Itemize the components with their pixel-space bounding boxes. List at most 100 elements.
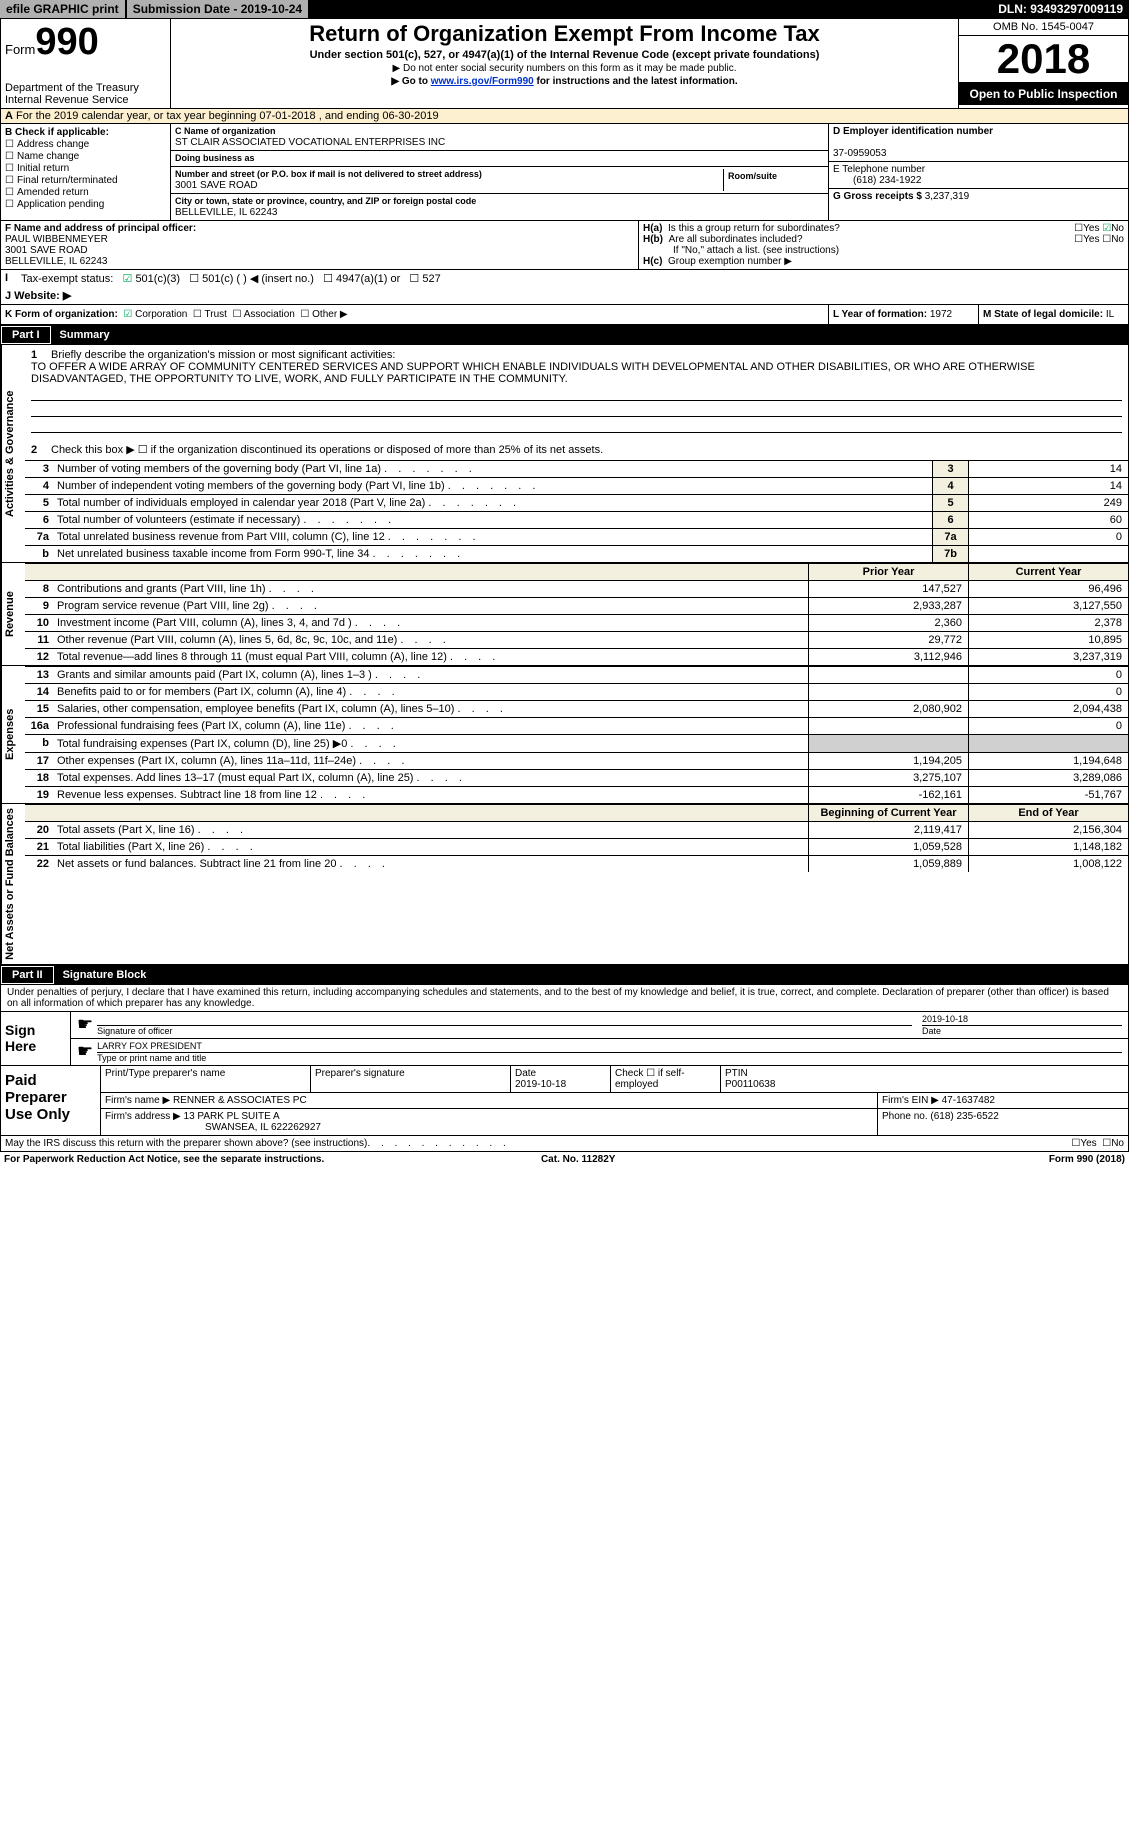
check-address-change[interactable]: Address change	[5, 139, 166, 150]
line-16a: 16aProfessional fundraising fees (Part I…	[25, 717, 1128, 734]
k-trust[interactable]	[193, 309, 202, 320]
line-10: 10Investment income (Part VIII, column (…	[25, 614, 1128, 631]
side-rev: Revenue	[1, 563, 25, 665]
row-fh: F Name and address of principal officer:…	[0, 221, 1129, 270]
ha-yes[interactable]	[1074, 223, 1083, 234]
line-7a: 7aTotal unrelated business revenue from …	[25, 528, 1128, 545]
org-street: 3001 SAVE ROAD	[175, 180, 258, 191]
line-b: bTotal fundraising expenses (Part IX, co…	[25, 734, 1128, 752]
discuss-yes[interactable]	[1071, 1138, 1080, 1149]
check-amended-return[interactable]: Amended return	[5, 187, 166, 198]
ein: 37-0959053	[833, 148, 886, 159]
dept-label: Department of the Treasury Internal Reve…	[5, 82, 166, 106]
firm-ein: 47-1637482	[942, 1095, 995, 1106]
header-right: OMB No. 1545-0047 2018 Open to Public In…	[958, 19, 1128, 108]
row-j: J Website: ▶	[0, 287, 1129, 305]
line-14: 14Benefits paid to or for members (Part …	[25, 683, 1128, 700]
dba-label: Doing business as	[175, 153, 255, 163]
state-domicile: IL	[1106, 309, 1114, 320]
k-corp[interactable]	[123, 309, 132, 320]
line1: 1Briefly describe the organization's mis…	[25, 345, 1128, 439]
rev-header: Prior YearCurrent Year	[25, 563, 1128, 580]
line-12: 12Total revenue—add lines 8 through 11 (…	[25, 648, 1128, 665]
section-h: H(a) Is this a group return for subordin…	[638, 221, 1128, 269]
irs-discuss-row: May the IRS discuss this return with the…	[0, 1136, 1129, 1152]
line-3: 3Number of voting members of the governi…	[25, 460, 1128, 477]
mission-text: TO OFFER A WIDE ARRAY OF COMMUNITY CENTE…	[31, 361, 1035, 385]
year-formation: 1972	[930, 309, 952, 320]
form-header: Form990 Department of the Treasury Inter…	[0, 18, 1129, 109]
line-8: 8Contributions and grants (Part VIII, li…	[25, 580, 1128, 597]
irs-link[interactable]: www.irs.gov/Form990	[431, 76, 534, 87]
section-b: B Check if applicable: Address change Na…	[1, 124, 171, 220]
name-label: Type or print name and title	[97, 1053, 206, 1063]
side-exp: Expenses	[1, 666, 25, 803]
hb-no[interactable]	[1102, 234, 1111, 245]
ha-no[interactable]	[1102, 223, 1111, 234]
part2-header: Part II Signature Block	[0, 965, 1129, 985]
line-20: 20Total assets (Part X, line 16) . . . .…	[25, 821, 1128, 838]
line-18: 18Total expenses. Add lines 13–17 (must …	[25, 769, 1128, 786]
i-501c[interactable]	[189, 273, 199, 285]
i-501c3[interactable]	[123, 273, 133, 285]
officer-name-title: LARRY FOX PRESIDENT	[97, 1041, 202, 1051]
efile-btn[interactable]: efile GRAPHIC print	[0, 0, 125, 18]
hb-yes[interactable]	[1074, 234, 1083, 245]
i-4947[interactable]	[323, 273, 333, 285]
h-note: If "No," attach a list. (see instruction…	[643, 245, 1124, 256]
header-center: Return of Organization Exempt From Incom…	[171, 19, 958, 108]
date-label: Date	[922, 1026, 941, 1036]
side-ag: Activities & Governance	[1, 345, 25, 562]
na-header: Beginning of Current YearEnd of Year	[25, 804, 1128, 821]
part1-ag: Activities & Governance 1Briefly describ…	[0, 345, 1129, 563]
line-13: 13Grants and similar amounts paid (Part …	[25, 666, 1128, 683]
line-5: 5Total number of individuals employed in…	[25, 494, 1128, 511]
part2-num: Part II	[1, 966, 54, 984]
officer-name: PAUL WIBBENMEYER	[5, 234, 108, 245]
phone: (618) 234-1922	[833, 175, 921, 186]
org-city: BELLEVILLE, IL 62243	[175, 207, 278, 218]
line2: 2Check this box ▶ ☐ if the organization …	[25, 439, 1128, 460]
block-bcdefg: B Check if applicable: Address change Na…	[0, 124, 1129, 221]
line-21: 21Total liabilities (Part X, line 26) . …	[25, 838, 1128, 855]
form-word: Form	[5, 42, 35, 57]
firm-phone: (618) 235-6522	[930, 1111, 998, 1122]
line-22: 22Net assets or fund balances. Subtract …	[25, 855, 1128, 872]
part1-title: Summary	[52, 327, 118, 343]
check-name-change[interactable]: Name change	[5, 151, 166, 162]
i-527[interactable]	[409, 273, 419, 285]
check-application-pending[interactable]: Application pending	[5, 199, 166, 210]
line-17: 17Other expenses (Part IX, column (A), l…	[25, 752, 1128, 769]
k-other[interactable]	[300, 309, 309, 320]
line-9: 9Program service revenue (Part VIII, lin…	[25, 597, 1128, 614]
org-name: ST CLAIR ASSOCIATED VOCATIONAL ENTERPRIS…	[175, 137, 445, 148]
part1-exp: Expenses 13Grants and similar amounts pa…	[0, 666, 1129, 804]
prep-date: 2019-10-18	[515, 1079, 566, 1090]
line-15: 15Salaries, other compensation, employee…	[25, 700, 1128, 717]
part1-num: Part I	[1, 326, 51, 344]
form-note2: ▶ Go to www.irs.gov/Form990 for instruct…	[177, 76, 952, 87]
sign-here-label: Sign Here	[1, 1012, 71, 1065]
part1-rev: Revenue Prior YearCurrent Year 8Contribu…	[0, 563, 1129, 666]
row-klm: K Form of organization: Corporation Trus…	[0, 305, 1129, 325]
form-title: Return of Organization Exempt From Incom…	[177, 21, 952, 47]
part1-na: Net Assets or Fund Balances Beginning of…	[0, 804, 1129, 965]
omb-number: OMB No. 1545-0047	[959, 19, 1128, 36]
sign-block: Sign Here ☛Signature of officer2019-10-1…	[0, 1012, 1129, 1066]
footer: For Paperwork Reduction Act Notice, see …	[0, 1152, 1129, 1167]
check-initial-return[interactable]: Initial return	[5, 163, 166, 174]
section-f: F Name and address of principal officer:…	[1, 221, 638, 269]
self-employed-check[interactable]: Check ☐ if self-employed	[615, 1068, 685, 1090]
form-number: 990	[35, 21, 98, 63]
pra-notice: For Paperwork Reduction Act Notice, see …	[4, 1154, 324, 1165]
officer-street: 3001 SAVE ROAD	[5, 245, 88, 256]
form-note1: ▶ Do not enter social security numbers o…	[177, 63, 952, 74]
part2-text: Under penalties of perjury, I declare th…	[0, 985, 1129, 1012]
open-to-public: Open to Public Inspection	[959, 83, 1128, 105]
k-assoc[interactable]	[232, 309, 241, 320]
top-bar: efile GRAPHIC print Submission Date - 20…	[0, 0, 1129, 18]
check-final-return[interactable]: Final return/terminated	[5, 175, 166, 186]
line-6: 6Total number of volunteers (estimate if…	[25, 511, 1128, 528]
room-label: Room/suite	[728, 171, 777, 181]
discuss-no[interactable]	[1102, 1138, 1111, 1149]
